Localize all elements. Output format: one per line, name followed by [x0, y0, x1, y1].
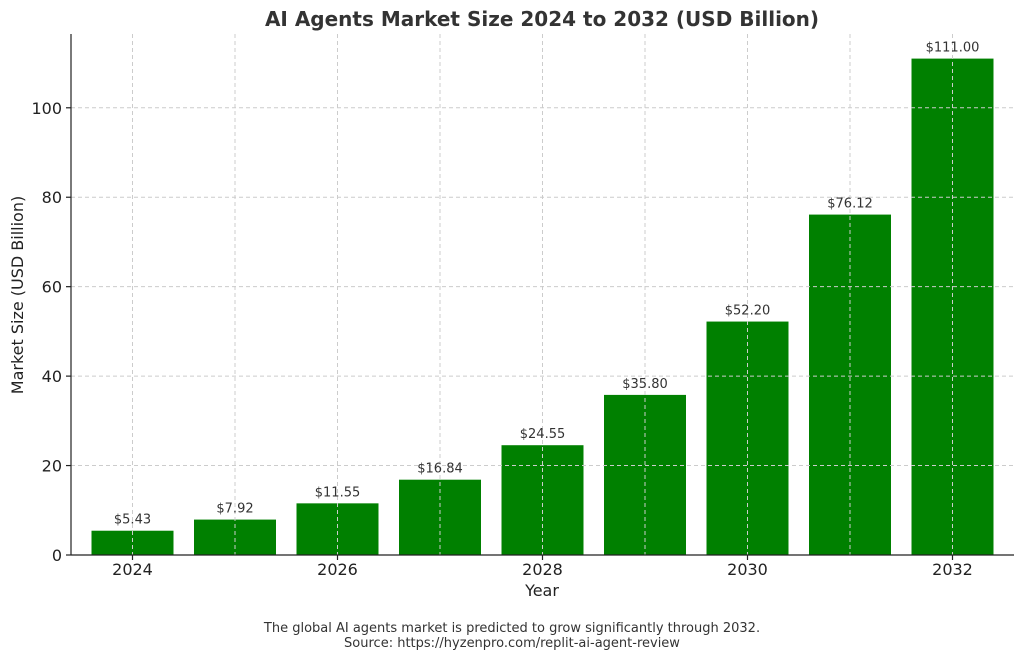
- y-tick-label-0: 0: [52, 546, 62, 565]
- y-tick-label-20: 20: [42, 457, 62, 476]
- caption-source: Source: https://hyzenpro.com/replit-ai-a…: [344, 636, 680, 651]
- x-tick-label-2030: 2030: [727, 560, 768, 579]
- axes: [70, 34, 1014, 556]
- y-axis-label: Market Size (USD Billion): [8, 196, 27, 394]
- x-tick-label-2024: 2024: [112, 560, 153, 579]
- data-label-2027: $16.84: [417, 462, 463, 477]
- caption-description: The global AI agents market is predicted…: [263, 621, 760, 636]
- data-label-2031: $76.12: [827, 197, 873, 212]
- bar-2029: [604, 394, 686, 555]
- x-ticks: 2024 2026 2028 2030 2032: [112, 555, 973, 579]
- data-label-2029: $35.80: [622, 377, 668, 392]
- chart-title: AI Agents Market Size 2024 to 2032 (USD …: [265, 7, 819, 31]
- data-labels: $5.43 $7.92 $11.55 $16.84 $24.55 $35.80 $52.20…: [114, 41, 979, 528]
- y-tick-label-100: 100: [31, 99, 62, 118]
- y-ticks: 0 20 40 60 80 100: [31, 99, 71, 565]
- x-tick-label-2028: 2028: [522, 560, 563, 579]
- x-axis-label: Year: [524, 581, 559, 600]
- y-tick-label-60: 60: [42, 278, 62, 297]
- y-tick-label-80: 80: [42, 188, 62, 207]
- data-label-2032: $111.00: [926, 41, 980, 56]
- data-label-2030: $52.20: [725, 304, 771, 319]
- data-label-2025: $7.92: [216, 502, 253, 517]
- x-tick-label-2026: 2026: [317, 560, 358, 579]
- data-label-2024: $5.43: [114, 513, 151, 528]
- data-label-2028: $24.55: [520, 427, 566, 442]
- grid: [71, 34, 1014, 555]
- x-tick-label-2032: 2032: [932, 560, 973, 579]
- data-label-2026: $11.55: [315, 485, 361, 500]
- bar-2030: [706, 321, 789, 555]
- y-tick-label-40: 40: [42, 367, 62, 386]
